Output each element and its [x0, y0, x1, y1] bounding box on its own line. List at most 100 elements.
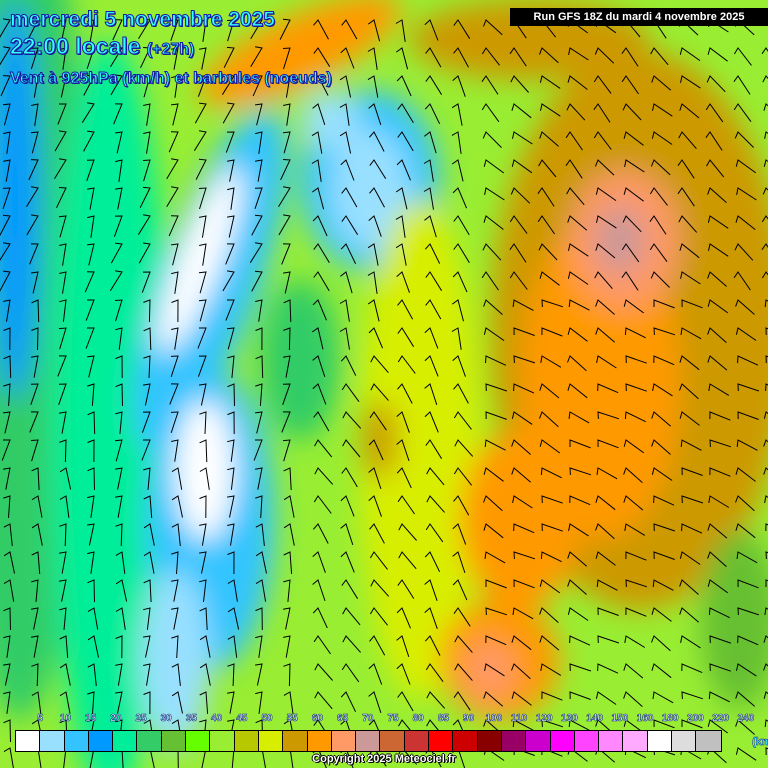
wind-barb [199, 607, 208, 631]
wind-barb [227, 355, 235, 378]
wind-barb [255, 635, 263, 658]
wind-barb [679, 243, 700, 259]
wind-barb [623, 187, 644, 202]
wind-barb [513, 355, 536, 364]
legend-swatch [331, 731, 357, 751]
wind-barb [678, 215, 698, 233]
wind-barb [227, 607, 240, 630]
wind-barb [681, 663, 703, 674]
wind-barb [143, 327, 152, 351]
wind-barb [765, 579, 768, 587]
wind-barb [197, 355, 207, 377]
wind-barb [482, 131, 502, 148]
wind-barb [453, 607, 471, 627]
wind-barb [513, 551, 536, 560]
wind-barb [340, 159, 355, 181]
wind-barb [765, 355, 768, 364]
wind-barb [283, 103, 291, 126]
wind-barb [680, 635, 701, 649]
wind-barb [85, 327, 95, 349]
wind-barb [227, 467, 235, 490]
wind-barb [87, 439, 95, 463]
wind-barb [367, 271, 378, 294]
wind-barb [255, 579, 267, 602]
wind-barb [624, 411, 646, 423]
wind-barb [396, 607, 411, 629]
wind-barb [313, 635, 332, 655]
legend-label: 120 [535, 713, 553, 725]
wind-barb [511, 663, 531, 680]
wind-barb [340, 243, 357, 265]
wind-barb [255, 663, 263, 686]
wind-barb [57, 355, 67, 377]
wind-barb [255, 495, 263, 519]
wind-barb [312, 215, 328, 237]
wind-barb [539, 411, 559, 428]
wind-barb [569, 663, 592, 672]
wind-barb [143, 663, 151, 686]
wind-barb [761, 271, 768, 279]
wind-barb [651, 467, 673, 481]
wind-barb [735, 159, 757, 174]
legend-label: 5 [37, 713, 43, 725]
wind-barb [541, 719, 564, 728]
wind-barb [171, 103, 179, 126]
wind-barb [625, 551, 647, 561]
wind-barb [251, 214, 263, 236]
wind-barb [737, 579, 759, 589]
wind-barb [596, 579, 618, 591]
wind-barb [59, 579, 67, 602]
wind-barb [340, 551, 355, 573]
wind-barb [595, 719, 615, 735]
wind-barb [708, 691, 730, 703]
wind-barb [227, 551, 235, 575]
wind-barb [397, 383, 413, 404]
wind-barb [734, 243, 754, 261]
wind-barb [451, 159, 464, 182]
wind-barb [625, 383, 647, 392]
wind-barb [115, 327, 123, 350]
wind-barb [31, 299, 40, 323]
wind-barb [567, 215, 588, 231]
legend-label: 60 [311, 713, 324, 725]
wind-barb [282, 47, 291, 70]
wind-barb [312, 355, 326, 378]
wind-barb [87, 243, 95, 266]
wind-barb [541, 691, 563, 701]
wind-barb [3, 355, 12, 379]
legend-swatch [623, 731, 648, 751]
wind-barb [110, 74, 123, 96]
wind-barb [707, 47, 728, 62]
wind-barb [764, 719, 768, 728]
wind-barb [227, 383, 235, 407]
wind-barb [3, 411, 11, 434]
legend-label: 220 [712, 713, 729, 725]
wind-barb [595, 327, 616, 343]
wind-barb [26, 186, 39, 208]
wind-barb [87, 215, 95, 238]
wind-barb [451, 131, 462, 154]
forecast-time: 22:00 locale (+27h) [9, 33, 195, 60]
wind-barb [397, 103, 414, 124]
wind-barb [651, 75, 672, 91]
wind-barb [567, 383, 588, 399]
wind-barb [171, 635, 179, 659]
wind-barb [597, 635, 620, 644]
legend-label: 30 [160, 713, 172, 725]
wind-barb [225, 299, 235, 321]
wind-barb [397, 355, 416, 374]
wind-barb [255, 691, 263, 714]
wind-barb [313, 243, 330, 264]
wind-barb [341, 579, 359, 599]
wind-barb [485, 607, 508, 616]
wind-barb [87, 355, 95, 378]
wind-barb [58, 327, 67, 350]
wind-barb [424, 383, 438, 406]
wind-barb [763, 159, 768, 167]
legend-label: 50 [261, 713, 273, 725]
legend-label: 35 [185, 713, 198, 725]
legend-swatch [186, 731, 211, 751]
wind-barb [3, 131, 11, 154]
forecast-offset: (+27h) [146, 41, 195, 59]
wind-barb [312, 607, 328, 629]
